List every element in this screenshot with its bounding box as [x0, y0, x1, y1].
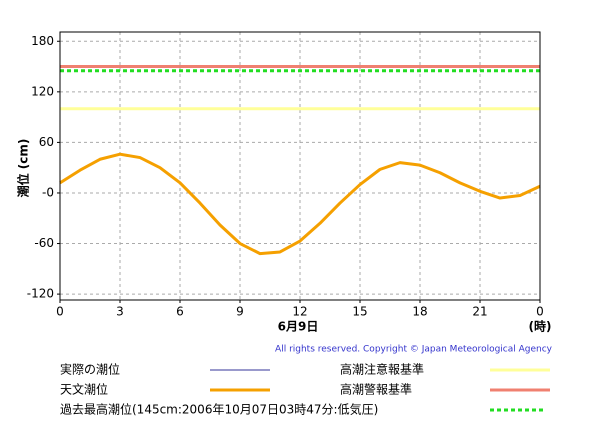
legend-label: 高潮注意報基準: [340, 362, 424, 377]
x-tick-label: 12: [292, 305, 307, 319]
y-tick-label: -120: [27, 287, 54, 301]
y-tick-label: 120: [31, 84, 54, 98]
legend-label: 過去最高潮位(145cm:2006年10月07日03時47分:低気圧): [60, 402, 378, 417]
tide-line: [59, 152, 541, 256]
x-tick-label: 9: [236, 305, 244, 319]
copyright: All rights reserved. Copyright © Japan M…: [275, 345, 553, 355]
y-tick-label: -0: [42, 185, 54, 199]
x-tick-label: 15: [352, 305, 367, 319]
legend-label: 天文潮位: [60, 382, 108, 397]
plot-frame: [59, 31, 541, 301]
legend-label: 高潮警報基準: [340, 382, 412, 397]
x-axis-label: 6月9日: [278, 320, 319, 334]
x-tick-label: 0: [56, 305, 64, 319]
x-tick-label: 3: [116, 305, 124, 319]
legend-label: 実際の潮位: [60, 362, 120, 377]
x-axis-unit: (時): [529, 319, 552, 334]
y-tick-label: 180: [31, 34, 54, 48]
x-tick-label: 0: [536, 305, 544, 319]
x-tick-label: 21: [472, 305, 487, 319]
y-axis-label: 潮位 (cm): [16, 139, 31, 198]
x-tick-label: 18: [412, 305, 427, 319]
x-tick-label: 6: [176, 305, 184, 319]
y-tick-label: 60: [39, 135, 54, 149]
y-tick-label: -60: [34, 236, 54, 250]
